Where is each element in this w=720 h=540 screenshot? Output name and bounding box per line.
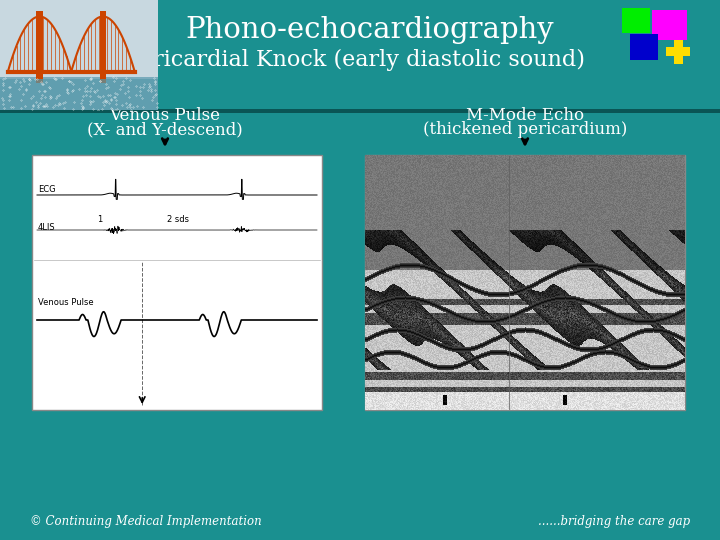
Text: 4LIS: 4LIS: [38, 223, 55, 232]
Text: Venous Pulse: Venous Pulse: [38, 298, 94, 307]
Bar: [674, 40, 683, 64]
Text: © Continuing Medical Implementation: © Continuing Medical Implementation: [30, 516, 262, 529]
Text: Phono-echocardiography: Phono-echocardiography: [186, 16, 554, 44]
Bar: [622, 8, 650, 33]
Text: ECG: ECG: [38, 185, 55, 194]
Bar: [32, 155, 322, 410]
Bar: [0, 0, 720, 110]
Text: M-Mode Echo: M-Mode Echo: [466, 106, 584, 124]
Text: (X- and Y-descend): (X- and Y-descend): [87, 122, 243, 138]
Bar: [652, 10, 687, 40]
Text: ......bridging the care gap: ......bridging the care gap: [538, 516, 690, 529]
Bar: [37, 11, 42, 83]
Bar: [666, 47, 690, 56]
Text: 1: 1: [97, 215, 102, 224]
Bar: [100, 11, 106, 83]
Bar: [0, 109, 720, 113]
Bar: [0, 77, 158, 110]
Text: (thickened pericardium): (thickened pericardium): [423, 122, 627, 138]
Text: Venous Pulse: Venous Pulse: [109, 106, 220, 124]
Text: Pericardial Knock (early diastolic sound): Pericardial Knock (early diastolic sound…: [125, 49, 585, 71]
Polygon shape: [623, 10, 648, 32]
Text: 2 sds: 2 sds: [167, 215, 189, 224]
Bar: [365, 155, 685, 410]
Bar: [630, 34, 658, 60]
Bar: [0, 79, 158, 110]
